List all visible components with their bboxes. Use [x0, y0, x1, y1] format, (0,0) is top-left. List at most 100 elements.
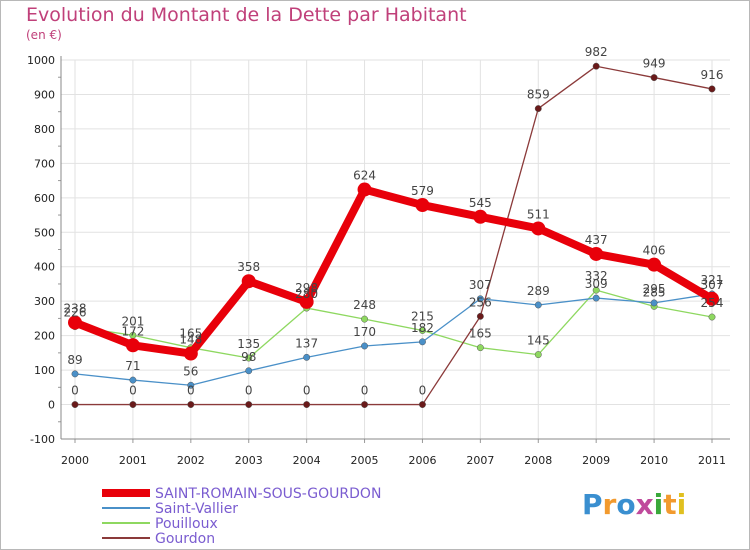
- data-point: [71, 370, 79, 378]
- grid-layer: [61, 59, 730, 440]
- data-point: [647, 257, 662, 272]
- x-tick-label: 2005: [351, 454, 379, 467]
- data-point: [68, 315, 82, 330]
- data-label: 182: [411, 321, 434, 335]
- data-point: [245, 401, 253, 408]
- data-point: [705, 291, 719, 306]
- x-tick-label: 2003: [235, 454, 263, 467]
- data-label: 98: [241, 350, 256, 364]
- data-point: [419, 327, 426, 334]
- legend-label: Pouilloux: [155, 516, 218, 532]
- data-point: [534, 301, 542, 309]
- y-tick-label: 300: [34, 295, 55, 308]
- data-label: 0: [129, 384, 137, 398]
- proxiti-logo: Proxiti: [582, 488, 687, 521]
- data-label: 0: [303, 384, 311, 398]
- data-label: 137: [295, 336, 318, 350]
- x-tick-label: 2000: [61, 454, 89, 467]
- x-tick-label: 2008: [524, 454, 552, 467]
- data-label: 148: [179, 333, 202, 347]
- data-label: 0: [419, 384, 427, 398]
- series-line-0: [73, 185, 715, 358]
- data-point: [473, 209, 488, 224]
- data-point: [361, 342, 368, 350]
- y-tick-label: 1000: [27, 54, 55, 67]
- data-point: [415, 198, 430, 213]
- data-label: 0: [187, 384, 195, 398]
- data-point: [303, 401, 311, 408]
- x-tick-label: 2007: [466, 454, 494, 467]
- data-label: 437: [585, 233, 608, 247]
- data-point: [357, 182, 372, 197]
- data-label: 170: [353, 325, 376, 339]
- data-point: [476, 312, 484, 320]
- data-label: 307: [469, 278, 492, 292]
- data-point: [129, 376, 137, 384]
- data-label: 172: [121, 324, 144, 338]
- data-label: 0: [71, 384, 79, 398]
- data-label: 135: [237, 337, 260, 351]
- series-lines: [68, 62, 719, 408]
- data-point: [592, 294, 600, 302]
- legend-label: SAINT-ROMAIN-SOUS-GOURDON: [155, 486, 381, 502]
- series-line-2: [74, 289, 713, 359]
- data-point: [299, 294, 314, 309]
- data-point: [125, 338, 140, 353]
- axes-layer: -100010020030040050060070080090010002000…: [27, 54, 730, 467]
- data-point: [534, 105, 542, 113]
- chart-title: Evolution du Montant de la Dette par Hab…: [26, 4, 467, 26]
- y-tick-label: 200: [34, 330, 55, 343]
- data-label: 89: [67, 353, 82, 367]
- data-label: 859: [527, 88, 550, 102]
- y-tick-label: 700: [34, 157, 55, 170]
- data-point: [129, 401, 137, 408]
- x-tick-label: 2009: [582, 454, 610, 467]
- data-point: [71, 401, 79, 408]
- data-label: 982: [585, 45, 608, 59]
- data-label: 254: [701, 296, 724, 310]
- data-point: [592, 286, 600, 294]
- series-line-3: [75, 65, 713, 406]
- data-point: [476, 295, 484, 303]
- data-point: [419, 338, 426, 346]
- series-line-1: [74, 293, 713, 386]
- data-point: [589, 246, 604, 261]
- data-label: 0: [245, 384, 253, 398]
- y-tick-label: 400: [34, 261, 55, 274]
- data-label: 145: [527, 334, 550, 348]
- data-point: [361, 401, 368, 408]
- data-label: 56: [183, 364, 198, 378]
- data-label: 238: [64, 302, 87, 316]
- data-labels: 226 201 165 135 280 248 215 165 145 332 285 254 89 71…: [64, 45, 724, 397]
- data-point: [245, 367, 253, 375]
- data-point: [187, 381, 195, 389]
- data-point: [419, 401, 426, 408]
- data-label: 248: [353, 298, 376, 312]
- x-tick-label: 2001: [119, 454, 147, 467]
- data-label: 0: [361, 384, 369, 398]
- legend-label: Gourdon: [155, 531, 215, 547]
- data-label: 358: [237, 260, 260, 274]
- data-label: 71: [125, 359, 140, 373]
- data-label: 321: [701, 273, 724, 287]
- data-label: 226: [64, 306, 87, 320]
- y-tick-label: 600: [34, 192, 55, 205]
- data-label: 511: [527, 207, 550, 221]
- data-point: [650, 299, 658, 307]
- y-tick-label: 900: [34, 88, 55, 101]
- data-label: 309: [585, 277, 608, 291]
- data-label: 215: [411, 309, 434, 323]
- data-label: 949: [643, 57, 666, 71]
- unit-label: (en €): [26, 28, 62, 42]
- y-tick-label: 100: [34, 364, 55, 377]
- legend: SAINT-ROMAIN-SOUS-GOURDONSaint-VallierPo…: [102, 486, 381, 547]
- data-label: 285: [643, 285, 666, 299]
- data-point: [531, 221, 546, 236]
- data-label: 406: [643, 244, 666, 258]
- data-label: 916: [701, 68, 724, 82]
- data-point: [183, 346, 198, 361]
- data-label: 165: [469, 327, 492, 341]
- data-label: 165: [179, 327, 202, 341]
